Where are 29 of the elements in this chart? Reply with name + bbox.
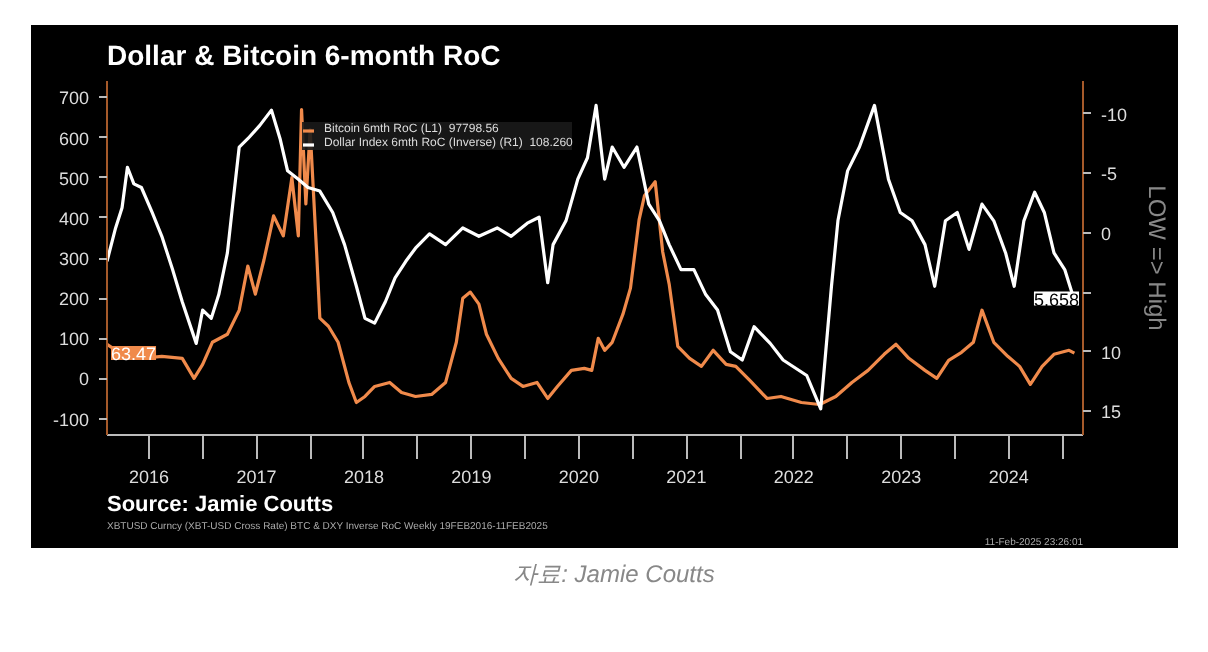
x-tick-label: 2017 (236, 467, 277, 487)
x-tick-label: 2023 (881, 467, 922, 487)
annotation: 5.658 (1033, 289, 1080, 310)
y2-tick-label: 15 (1101, 402, 1122, 423)
y2-tick-label: -5 (1101, 164, 1118, 185)
y-tick-label: 200 (58, 289, 90, 310)
annotation: 63.47 (111, 343, 157, 364)
x-tick-label: 2022 (773, 467, 814, 487)
chart-title: Dollar & Bitcoin 6-month RoC (107, 39, 501, 71)
y-tick-label: 500 (58, 168, 90, 189)
y-tick-label: 400 (58, 208, 90, 229)
y-tick-label: 100 (58, 329, 90, 350)
y2-tick-label: 0 (1101, 223, 1112, 244)
x-tick-label: 2021 (666, 467, 707, 487)
y2-axis-title: LOW => High (1143, 185, 1172, 331)
y2-tick-label: 10 (1101, 342, 1122, 363)
y2-tick-label: -10 (1101, 104, 1128, 125)
y-tick-label: 600 (58, 128, 90, 149)
x-tick-label: 2016 (128, 467, 169, 487)
y-tick-label: 0 (78, 369, 90, 390)
y-tick-label: 700 (58, 88, 90, 109)
text: 자료: Jamie Coutts (513, 558, 715, 592)
y-tick-label: -100 (52, 409, 89, 430)
source-note: Source: Jamie Coutts (107, 493, 334, 517)
y-tick-label: 300 (58, 249, 90, 269)
x-tick-label: 2024 (988, 467, 1029, 487)
x-tick-label: 2020 (558, 467, 599, 487)
x-tick-label: 2018 (343, 467, 384, 487)
x-tick-label: 2019 (451, 467, 492, 487)
